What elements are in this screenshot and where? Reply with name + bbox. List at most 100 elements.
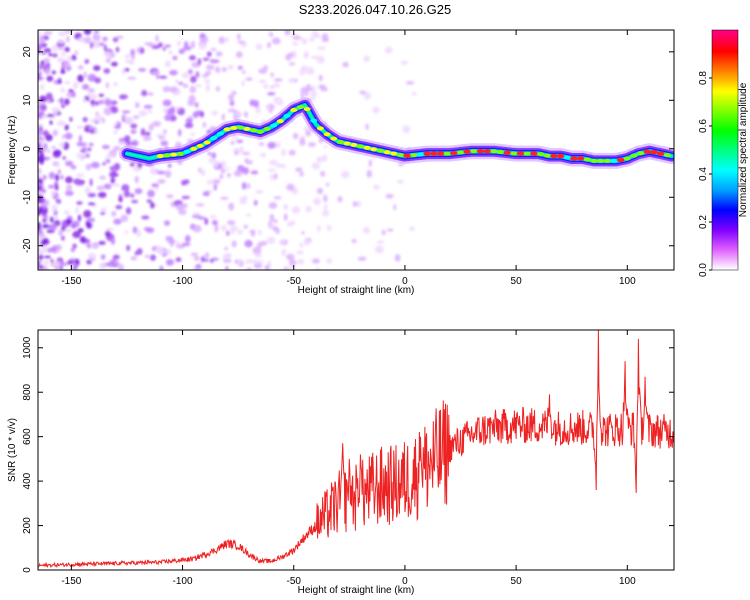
noise-blob — [242, 151, 251, 156]
noise-blob — [111, 210, 117, 217]
noise-blob — [279, 164, 285, 168]
noise-blob — [258, 68, 268, 74]
noise-blob — [246, 267, 252, 270]
noise-blob — [233, 147, 241, 152]
noise-blob — [65, 176, 73, 184]
noise-blob — [169, 86, 178, 93]
noise-blob — [140, 128, 146, 137]
noise-blob — [162, 47, 166, 51]
ridge-hotspot — [537, 152, 545, 157]
noise-blob — [253, 100, 260, 109]
noise-blob — [299, 37, 304, 41]
ridge-hotspot — [623, 156, 631, 161]
noise-blob — [148, 123, 154, 132]
noise-blob — [61, 104, 66, 109]
noise-blob — [75, 125, 84, 129]
noise-blob — [352, 201, 358, 207]
noise-blob — [183, 195, 190, 200]
noise-blob — [312, 258, 320, 264]
ridge-hotspot — [210, 136, 218, 141]
noise-blob — [55, 198, 62, 203]
noise-blob — [90, 161, 100, 169]
noise-blob — [359, 90, 367, 95]
ridge-hotspot — [183, 149, 191, 154]
noise-blob — [267, 141, 276, 149]
ridge-hotspot — [203, 140, 211, 145]
ridge-hotspot — [637, 151, 645, 156]
colorbar-band — [712, 104, 738, 107]
noise-blob — [190, 75, 197, 84]
colorbar-frame — [711, 29, 739, 271]
colorbar-band — [712, 94, 738, 97]
heatmap-layer — [38, 30, 674, 270]
noise-blob — [210, 47, 217, 52]
noise-blob — [286, 253, 295, 261]
ridge-hotspot — [570, 156, 578, 161]
noise-blob — [54, 184, 59, 191]
colorbar-band — [712, 56, 738, 59]
noise-blob — [113, 218, 122, 225]
noise-blob — [175, 203, 184, 211]
colorbar-band — [712, 80, 738, 83]
noise-blob — [39, 95, 47, 102]
noise-blob — [40, 103, 47, 112]
noise-blob — [86, 222, 93, 229]
noise-blob — [150, 202, 155, 209]
noise-blob — [168, 50, 173, 56]
noise-blob — [130, 56, 136, 60]
colorbar-band — [712, 130, 738, 133]
noise-blob — [281, 248, 287, 257]
noise-blob — [89, 129, 95, 133]
noise-blob — [112, 145, 121, 152]
noise-blob — [66, 260, 75, 265]
noise-blob — [316, 225, 321, 233]
colorbar-band — [712, 238, 738, 241]
noise-blob — [105, 57, 111, 64]
noise-blob — [82, 83, 90, 90]
noise-blob — [200, 256, 205, 263]
noise-blob — [213, 183, 218, 191]
noise-blob — [224, 253, 232, 257]
noise-blob — [165, 259, 175, 266]
noise-blob — [222, 258, 232, 263]
colorbar-gradient — [712, 30, 738, 271]
noise-blob — [82, 98, 87, 103]
noise-blob — [55, 163, 60, 168]
noise-blob — [87, 243, 91, 249]
noise-blob — [246, 213, 251, 217]
noise-blob — [38, 113, 43, 120]
noise-blob — [58, 142, 65, 148]
ridge-hotspot — [643, 149, 652, 154]
spectrogram-x-ticks: -150 -100 -50 0 50 100 — [61, 30, 636, 287]
noise-blob — [94, 127, 98, 135]
ridge-hotspot — [423, 151, 431, 156]
spectrogram-y-ticks: -20 -10 0 10 20 — [22, 46, 674, 253]
colorbar-band — [712, 86, 738, 89]
noise-blob — [85, 153, 91, 159]
noise-blob — [144, 254, 150, 259]
noise-blob — [195, 71, 200, 78]
noise-blob — [268, 222, 274, 229]
noise-blob — [43, 260, 49, 266]
ridge-hotspot — [450, 150, 458, 156]
noise-blob — [115, 204, 123, 210]
noise-blob — [203, 191, 210, 197]
noise-blob — [381, 229, 386, 236]
ridge-hotspot — [483, 149, 491, 154]
noise-blob — [134, 175, 140, 184]
noise-blob — [215, 66, 221, 74]
noise-blob — [149, 167, 158, 175]
ridge-hotspot — [616, 157, 625, 163]
noise-blob — [357, 200, 361, 208]
noise-blob — [252, 246, 262, 255]
noise-blob — [226, 167, 230, 171]
ridge-hotspot — [610, 158, 618, 163]
ridge-hotspot — [410, 153, 418, 158]
colorbar-band — [712, 122, 738, 125]
colorbar-band — [712, 116, 738, 119]
colorbar-band — [712, 108, 738, 111]
x-tick-label: 0 — [402, 276, 408, 287]
colorbar-band — [712, 128, 738, 131]
colorbar-band — [712, 88, 738, 91]
noise-blob — [115, 35, 124, 40]
